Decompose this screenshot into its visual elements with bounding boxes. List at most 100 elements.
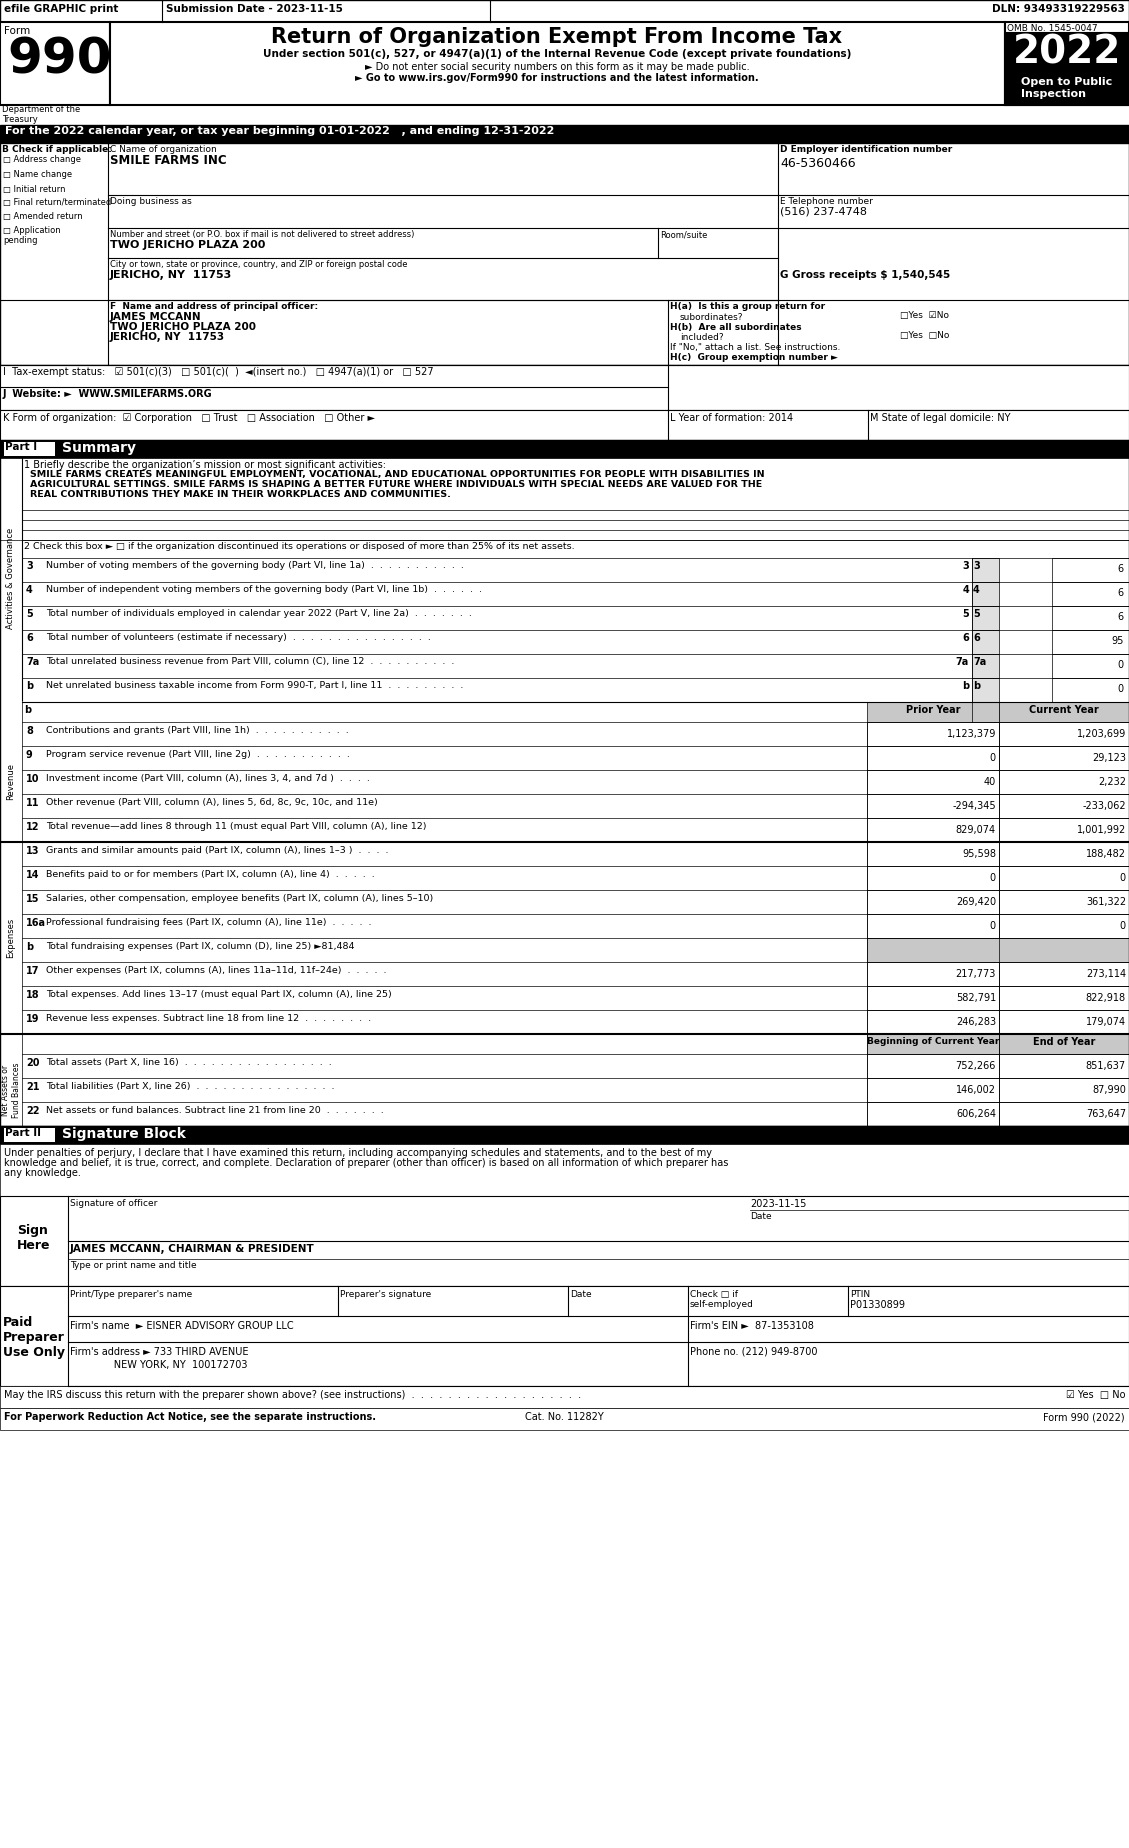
Bar (999, 1035, 1129, 1053)
Text: Under section 501(c), 527, or 4947(a)(1) of the Internal Revenue Code (except pr: Under section 501(c), 527, or 4947(a)(1)… (263, 50, 851, 59)
Bar (1052, 630, 1129, 654)
Text: Current Year: Current Year (1030, 704, 1099, 715)
Bar (110, 22, 1005, 105)
Text: Other expenses (Part IX, columns (A), lines 11a–11d, 11f–24e)  .  .  .  .  .: Other expenses (Part IX, columns (A), li… (46, 967, 386, 976)
Bar (867, 819, 999, 843)
Bar (0, 1408, 1129, 1430)
Text: Professional fundraising fees (Part IX, column (A), line 11e)  .  .  .  .  .: Professional fundraising fees (Part IX, … (46, 918, 371, 928)
Text: JERICHO, NY  11753: JERICHO, NY 11753 (110, 270, 233, 281)
Bar (867, 891, 999, 915)
Text: included?: included? (680, 333, 724, 342)
Text: 7a: 7a (26, 658, 40, 667)
Text: Total assets (Part X, line 16)  .  .  .  .  .  .  .  .  .  .  .  .  .  .  .  .  : Total assets (Part X, line 16) . . . . .… (46, 1059, 332, 1066)
Text: Expenses: Expenses (7, 918, 16, 957)
Text: 0: 0 (990, 872, 996, 883)
Text: Total number of volunteers (estimate if necessary)  .  .  .  .  .  .  .  .  .  .: Total number of volunteers (estimate if … (46, 634, 431, 641)
Text: PTIN: PTIN (850, 1290, 870, 1299)
Text: If "No," attach a list. See instructions.: If "No," attach a list. See instructions… (669, 344, 840, 351)
Bar (867, 1053, 999, 1077)
Text: Number of voting members of the governing body (Part VI, line 1a)  .  .  .  .  .: Number of voting members of the governin… (46, 562, 464, 569)
Text: TWO JERICHO PLAZA 200: TWO JERICHO PLAZA 200 (110, 322, 256, 333)
Text: 188,482: 188,482 (1086, 848, 1126, 859)
Bar (0, 1286, 1129, 1386)
Bar (867, 963, 999, 987)
Text: TWO JERICHO PLAZA 200: TWO JERICHO PLAZA 200 (110, 240, 265, 249)
Text: Other revenue (Part VIII, column (A), lines 5, 6d, 8c, 9c, 10c, and 11e): Other revenue (Part VIII, column (A), li… (46, 798, 378, 808)
Text: For the 2022 calendar year, or tax year beginning 01-01-2022   , and ending 12-3: For the 2022 calendar year, or tax year … (5, 126, 554, 137)
Bar (999, 747, 1129, 771)
Text: 1 Briefly describe the organization’s mission or most significant activities:: 1 Briefly describe the organization’s mi… (24, 460, 386, 469)
Text: Total fundraising expenses (Part IX, column (D), line 25) ►81,484: Total fundraising expenses (Part IX, col… (46, 942, 355, 952)
Bar (867, 1011, 999, 1035)
Text: H(a)  Is this a group return for: H(a) Is this a group return for (669, 301, 825, 310)
Text: Total revenue—add lines 8 through 11 (must equal Part VIII, column (A), line 12): Total revenue—add lines 8 through 11 (mu… (46, 822, 427, 832)
Bar (0, 410, 1129, 440)
Text: JAMES MCCANN: JAMES MCCANN (110, 312, 202, 322)
Text: 752,266: 752,266 (955, 1061, 996, 1072)
Text: any knowledge.: any knowledge. (5, 1168, 81, 1177)
Bar (0, 1125, 1129, 1144)
Text: 0: 0 (1120, 920, 1126, 931)
Text: Part I: Part I (5, 442, 37, 453)
Text: 269,420: 269,420 (956, 896, 996, 907)
Bar (999, 1053, 1129, 1077)
Bar (1052, 558, 1129, 582)
Bar (1005, 22, 1129, 105)
Bar (0, 1144, 1129, 1196)
Text: 2023-11-15: 2023-11-15 (750, 1199, 806, 1209)
Text: efile GRAPHIC print: efile GRAPHIC print (5, 4, 119, 15)
Text: 15: 15 (26, 894, 40, 904)
Bar (999, 891, 1129, 915)
Text: 3: 3 (26, 562, 33, 571)
Bar (999, 723, 1129, 747)
Text: Contributions and grants (Part VIII, line 1h)  .  .  .  .  .  .  .  .  .  .  .: Contributions and grants (Part VIII, lin… (46, 726, 349, 736)
Text: 1,203,699: 1,203,699 (1077, 728, 1126, 739)
Text: Firm's name  ► EISNER ADVISORY GROUP LLC: Firm's name ► EISNER ADVISORY GROUP LLC (70, 1321, 294, 1331)
Bar (867, 867, 999, 891)
Text: Signature Block: Signature Block (62, 1127, 186, 1140)
Text: 990: 990 (7, 35, 112, 83)
Text: 1,001,992: 1,001,992 (1077, 824, 1126, 835)
Bar (867, 1035, 999, 1053)
Text: 16a: 16a (26, 918, 46, 928)
Text: Prior Year: Prior Year (905, 704, 961, 715)
Bar (972, 702, 999, 723)
Text: NEW YORK, NY  100172703: NEW YORK, NY 100172703 (70, 1360, 247, 1369)
Text: Total expenses. Add lines 13–17 (must equal Part IX, column (A), line 25): Total expenses. Add lines 13–17 (must eq… (46, 991, 392, 1000)
Text: 12: 12 (26, 822, 40, 832)
Text: Number and street (or P.O. box if mail is not delivered to street address): Number and street (or P.O. box if mail i… (110, 229, 414, 238)
Bar (999, 819, 1129, 843)
Text: REAL CONTRIBUTIONS THEY MAKE IN THEIR WORKPLACES AND COMMUNITIES.: REAL CONTRIBUTIONS THEY MAKE IN THEIR WO… (30, 490, 450, 499)
Text: 14: 14 (26, 870, 40, 880)
Text: 0: 0 (1118, 684, 1124, 695)
Text: 46-5360466: 46-5360466 (780, 157, 856, 170)
Text: subordinates?: subordinates? (680, 312, 744, 322)
Text: Room/suite: Room/suite (660, 229, 708, 238)
Text: -294,345: -294,345 (953, 800, 996, 811)
Text: 1,123,379: 1,123,379 (946, 728, 996, 739)
Bar (0, 366, 1129, 410)
Text: 0: 0 (1120, 872, 1126, 883)
Text: 6: 6 (973, 634, 980, 643)
Bar (999, 915, 1129, 939)
Text: Paid
Preparer
Use Only: Paid Preparer Use Only (3, 1316, 65, 1358)
Bar (867, 723, 999, 747)
Text: 6: 6 (1118, 564, 1124, 575)
Text: 246,283: 246,283 (956, 1016, 996, 1027)
Text: Date: Date (750, 1212, 771, 1222)
Text: Grants and similar amounts paid (Part IX, column (A), lines 1–3 )  .  .  .  .: Grants and similar amounts paid (Part IX… (46, 846, 388, 856)
Bar (999, 702, 1129, 723)
Text: H(b)  Are all subordinates: H(b) Are all subordinates (669, 323, 802, 333)
Text: 7a: 7a (956, 658, 969, 667)
Text: Department of the
Treasury
Internal Revenue
Service: Department of the Treasury Internal Reve… (2, 105, 80, 146)
Bar (1052, 606, 1129, 630)
Text: □Yes  ☑No: □Yes ☑No (900, 310, 949, 320)
Text: □ Name change: □ Name change (3, 170, 72, 179)
Text: 146,002: 146,002 (956, 1085, 996, 1096)
Text: 19: 19 (26, 1015, 40, 1024)
Text: 20: 20 (26, 1059, 40, 1068)
Text: Preparer's signature: Preparer's signature (340, 1290, 431, 1299)
Text: SMILE FARMS CREATES MEANINGFUL EMPLOYMENT, VOCATIONAL, AND EDUCATIONAL OPPORTUNI: SMILE FARMS CREATES MEANINGFUL EMPLOYMEN… (30, 469, 764, 479)
Text: (516) 237-4748: (516) 237-4748 (780, 207, 867, 216)
Text: 217,773: 217,773 (955, 968, 996, 979)
